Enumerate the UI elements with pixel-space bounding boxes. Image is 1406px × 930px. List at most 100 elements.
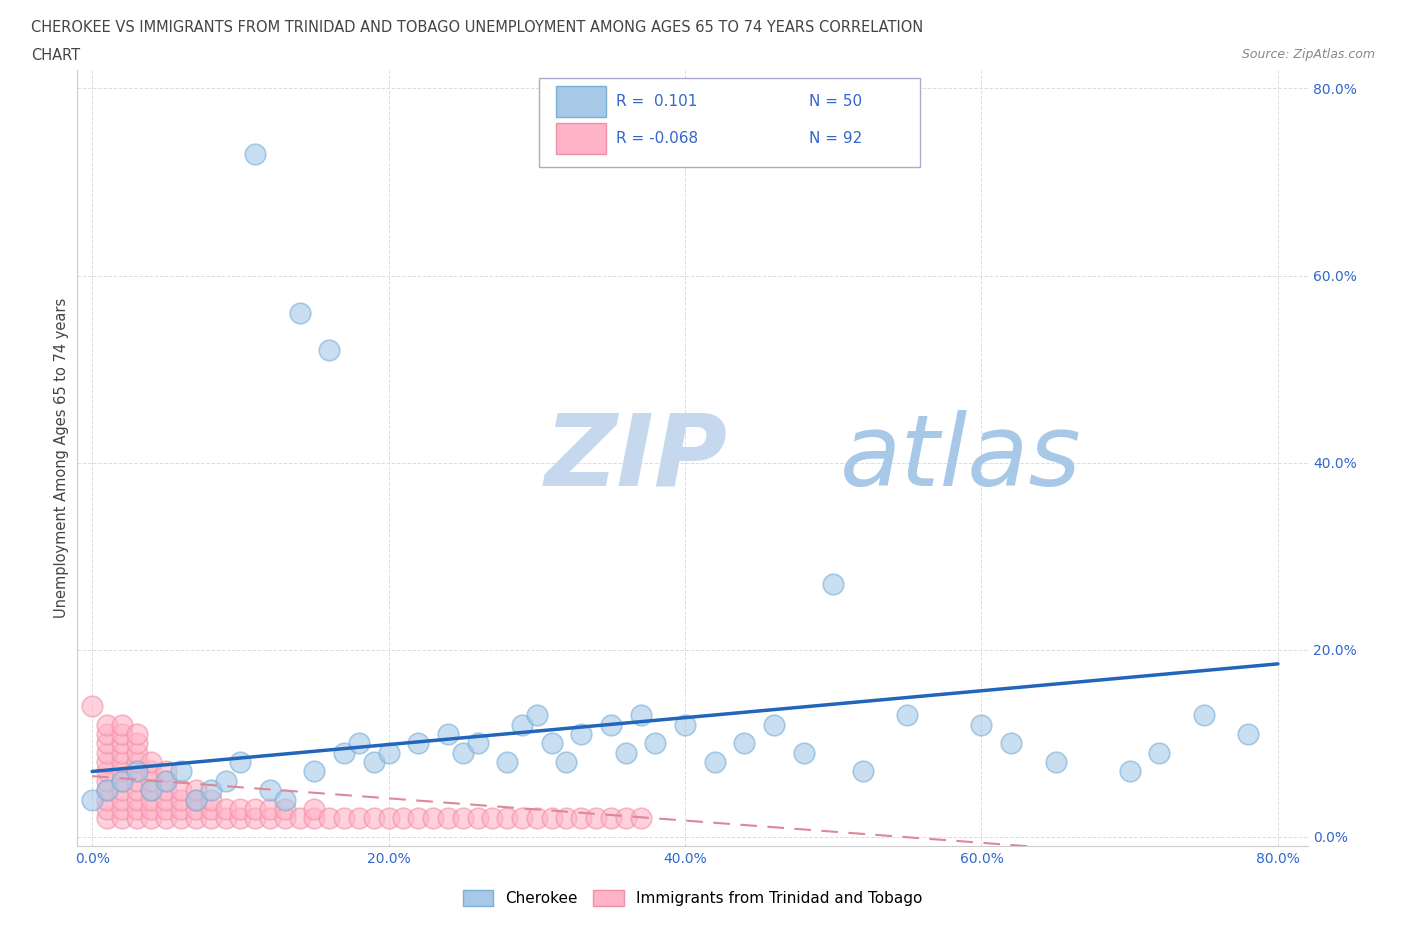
Cherokee bbox=[1000, 736, 1022, 751]
Cherokee bbox=[155, 774, 177, 789]
Immigrants from Trinidad and Tobago bbox=[111, 783, 134, 798]
Cherokee bbox=[1118, 764, 1140, 779]
Cherokee bbox=[630, 708, 652, 723]
Immigrants from Trinidad and Tobago bbox=[540, 811, 562, 826]
Immigrants from Trinidad and Tobago bbox=[229, 811, 252, 826]
Cherokee bbox=[377, 745, 399, 760]
Immigrants from Trinidad and Tobago bbox=[333, 811, 356, 826]
Immigrants from Trinidad and Tobago bbox=[214, 802, 236, 817]
Cherokee bbox=[510, 717, 533, 732]
Immigrants from Trinidad and Tobago bbox=[96, 754, 118, 769]
Cherokee bbox=[184, 792, 207, 807]
Immigrants from Trinidad and Tobago bbox=[274, 811, 297, 826]
Immigrants from Trinidad and Tobago bbox=[96, 736, 118, 751]
Immigrants from Trinidad and Tobago bbox=[496, 811, 519, 826]
Cherokee bbox=[229, 754, 252, 769]
Cherokee bbox=[540, 736, 562, 751]
Cherokee bbox=[200, 783, 222, 798]
Immigrants from Trinidad and Tobago bbox=[96, 802, 118, 817]
Immigrants from Trinidad and Tobago bbox=[141, 802, 163, 817]
Immigrants from Trinidad and Tobago bbox=[141, 764, 163, 779]
Immigrants from Trinidad and Tobago bbox=[96, 811, 118, 826]
Immigrants from Trinidad and Tobago bbox=[111, 754, 134, 769]
Cherokee bbox=[762, 717, 785, 732]
Immigrants from Trinidad and Tobago bbox=[96, 783, 118, 798]
Text: R =  0.101: R = 0.101 bbox=[616, 94, 697, 109]
Immigrants from Trinidad and Tobago bbox=[200, 811, 222, 826]
Immigrants from Trinidad and Tobago bbox=[288, 811, 311, 826]
FancyBboxPatch shape bbox=[538, 77, 920, 166]
Immigrants from Trinidad and Tobago bbox=[111, 717, 134, 732]
Cherokee bbox=[82, 792, 104, 807]
Immigrants from Trinidad and Tobago bbox=[111, 745, 134, 760]
Cherokee bbox=[406, 736, 429, 751]
Text: N = 50: N = 50 bbox=[810, 94, 862, 109]
Immigrants from Trinidad and Tobago bbox=[614, 811, 637, 826]
Immigrants from Trinidad and Tobago bbox=[111, 774, 134, 789]
Immigrants from Trinidad and Tobago bbox=[141, 754, 163, 769]
Text: N = 92: N = 92 bbox=[810, 130, 862, 146]
Immigrants from Trinidad and Tobago bbox=[422, 811, 444, 826]
Immigrants from Trinidad and Tobago bbox=[170, 783, 193, 798]
Cherokee bbox=[141, 783, 163, 798]
Immigrants from Trinidad and Tobago bbox=[155, 764, 177, 779]
Immigrants from Trinidad and Tobago bbox=[170, 811, 193, 826]
Immigrants from Trinidad and Tobago bbox=[155, 783, 177, 798]
Immigrants from Trinidad and Tobago bbox=[526, 811, 548, 826]
Immigrants from Trinidad and Tobago bbox=[96, 726, 118, 741]
Immigrants from Trinidad and Tobago bbox=[304, 811, 326, 826]
Cherokee bbox=[274, 792, 297, 807]
Immigrants from Trinidad and Tobago bbox=[259, 811, 281, 826]
Cherokee bbox=[555, 754, 578, 769]
Text: CHART: CHART bbox=[31, 48, 80, 63]
Cherokee bbox=[245, 147, 267, 162]
Immigrants from Trinidad and Tobago bbox=[184, 802, 207, 817]
Immigrants from Trinidad and Tobago bbox=[111, 764, 134, 779]
Immigrants from Trinidad and Tobago bbox=[82, 698, 104, 713]
Cherokee bbox=[214, 774, 236, 789]
Legend: Cherokee, Immigrants from Trinidad and Tobago: Cherokee, Immigrants from Trinidad and T… bbox=[457, 884, 928, 912]
Immigrants from Trinidad and Tobago bbox=[125, 783, 148, 798]
Immigrants from Trinidad and Tobago bbox=[125, 792, 148, 807]
Cherokee bbox=[600, 717, 623, 732]
Cherokee bbox=[467, 736, 489, 751]
Immigrants from Trinidad and Tobago bbox=[125, 726, 148, 741]
Immigrants from Trinidad and Tobago bbox=[155, 802, 177, 817]
Immigrants from Trinidad and Tobago bbox=[96, 774, 118, 789]
Immigrants from Trinidad and Tobago bbox=[141, 792, 163, 807]
Immigrants from Trinidad and Tobago bbox=[125, 736, 148, 751]
Text: Source: ZipAtlas.com: Source: ZipAtlas.com bbox=[1241, 48, 1375, 61]
Immigrants from Trinidad and Tobago bbox=[555, 811, 578, 826]
Immigrants from Trinidad and Tobago bbox=[245, 811, 267, 826]
Immigrants from Trinidad and Tobago bbox=[96, 717, 118, 732]
Immigrants from Trinidad and Tobago bbox=[125, 811, 148, 826]
Cherokee bbox=[437, 726, 460, 741]
Cherokee bbox=[304, 764, 326, 779]
Immigrants from Trinidad and Tobago bbox=[200, 802, 222, 817]
Cherokee bbox=[896, 708, 918, 723]
Immigrants from Trinidad and Tobago bbox=[304, 802, 326, 817]
Immigrants from Trinidad and Tobago bbox=[96, 764, 118, 779]
Cherokee bbox=[823, 577, 845, 591]
Immigrants from Trinidad and Tobago bbox=[184, 792, 207, 807]
Immigrants from Trinidad and Tobago bbox=[170, 792, 193, 807]
Immigrants from Trinidad and Tobago bbox=[125, 754, 148, 769]
Immigrants from Trinidad and Tobago bbox=[125, 745, 148, 760]
Text: atlas: atlas bbox=[841, 409, 1081, 507]
Immigrants from Trinidad and Tobago bbox=[274, 802, 297, 817]
Cherokee bbox=[496, 754, 519, 769]
Y-axis label: Unemployment Among Ages 65 to 74 years: Unemployment Among Ages 65 to 74 years bbox=[53, 298, 69, 618]
Immigrants from Trinidad and Tobago bbox=[437, 811, 460, 826]
Immigrants from Trinidad and Tobago bbox=[111, 736, 134, 751]
Immigrants from Trinidad and Tobago bbox=[155, 774, 177, 789]
Immigrants from Trinidad and Tobago bbox=[200, 792, 222, 807]
FancyBboxPatch shape bbox=[555, 86, 606, 117]
Immigrants from Trinidad and Tobago bbox=[111, 811, 134, 826]
Immigrants from Trinidad and Tobago bbox=[125, 802, 148, 817]
Immigrants from Trinidad and Tobago bbox=[111, 802, 134, 817]
Cherokee bbox=[644, 736, 666, 751]
Immigrants from Trinidad and Tobago bbox=[96, 792, 118, 807]
Immigrants from Trinidad and Tobago bbox=[155, 792, 177, 807]
Cherokee bbox=[970, 717, 993, 732]
Immigrants from Trinidad and Tobago bbox=[630, 811, 652, 826]
